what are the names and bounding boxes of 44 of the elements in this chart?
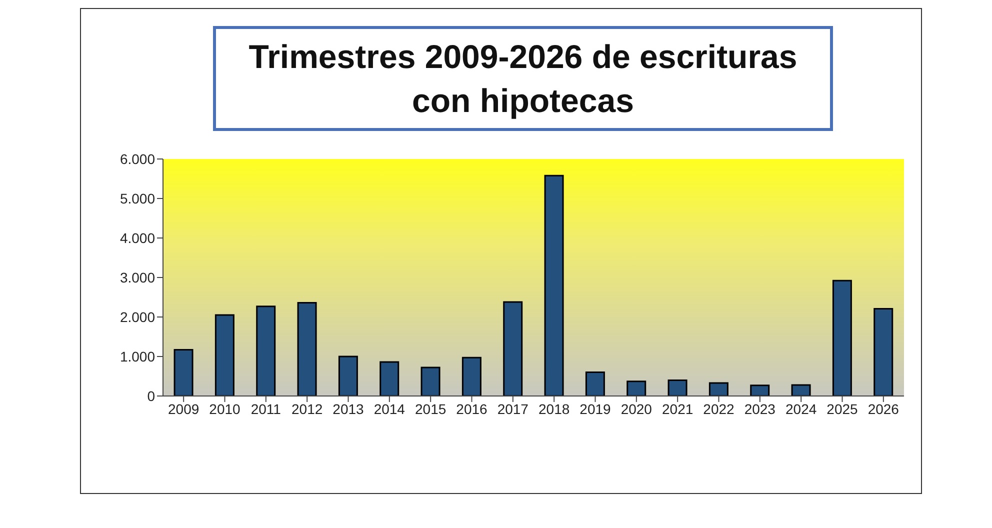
bar (832, 280, 852, 396)
chart-title: Trimestres 2009-2026 de escrituras con hipotecas (248, 36, 798, 121)
y-tick-label: 5.000 (120, 190, 156, 206)
bar (214, 314, 234, 396)
bar (668, 379, 688, 396)
bar (791, 384, 811, 396)
bar (174, 349, 194, 396)
x-tick-label: 2025 (826, 400, 858, 417)
x-tick-label: 2012 (292, 400, 323, 417)
x-tick-label: 2024 (786, 400, 817, 417)
bar (462, 356, 482, 396)
bar (708, 382, 728, 396)
bar (338, 356, 358, 396)
y-tick-label: 4.000 (120, 230, 156, 246)
x-tick-label: 2016 (456, 400, 488, 417)
y-tick-label: 1.000 (120, 348, 156, 364)
x-tick-label: 2014 (374, 400, 406, 417)
x-tick-label: 2015 (415, 400, 446, 417)
x-tick-label: 2013 (332, 400, 364, 417)
bar (503, 301, 523, 396)
y-tick-label: 0 (147, 388, 156, 404)
bar (874, 308, 894, 396)
x-tick-label: 2026 (868, 400, 900, 417)
x-tick-label: 2009 (168, 400, 200, 417)
y-tick-label: 6.000 (120, 150, 156, 167)
bar (297, 302, 317, 396)
x-tick-label: 2019 (580, 400, 612, 417)
x-tick-label: 2010 (209, 400, 241, 417)
bar (420, 366, 440, 396)
y-tick-label: 2.000 (120, 308, 156, 325)
x-tick-label: 2023 (744, 400, 776, 417)
bar (380, 361, 400, 396)
bar (544, 174, 564, 396)
x-tick-label: 2022 (703, 400, 735, 417)
bar (256, 306, 276, 396)
bar (585, 372, 605, 396)
y-tick-label: 3.000 (120, 269, 156, 286)
bar (626, 380, 646, 396)
bar (750, 384, 770, 396)
x-tick-label: 2018 (538, 400, 570, 417)
x-tick-label: 2021 (662, 400, 694, 417)
x-tick-label: 2020 (620, 400, 652, 417)
x-tick-label: 2017 (497, 400, 529, 417)
x-tick-label: 2011 (250, 400, 282, 417)
